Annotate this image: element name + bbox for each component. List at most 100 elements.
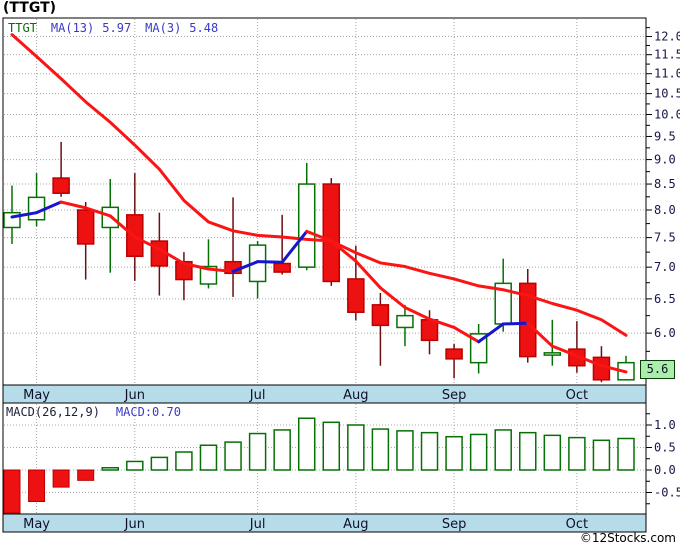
candle-body	[27, 196, 46, 221]
candle-body	[297, 183, 316, 268]
month-label: Jul	[249, 388, 266, 403]
copyright-text: ©12Stocks.com	[579, 531, 676, 545]
month-label: Jun	[124, 517, 145, 532]
macd-bar	[469, 433, 488, 471]
ma3-segment	[59, 200, 88, 210]
candle-body	[76, 209, 95, 245]
ma3-segment	[133, 235, 161, 251]
legend-ma13-label: MA(13)	[50, 21, 95, 35]
page-title: (TTGT)	[3, 0, 57, 16]
candle-body	[543, 352, 562, 356]
macd-bar	[248, 432, 267, 471]
y-axis-label: 6.5	[654, 292, 676, 306]
last-price-badge: 5.6	[640, 360, 675, 379]
macd-value: MACD:0.70	[115, 405, 181, 419]
macd-bar	[420, 431, 439, 471]
macd-bar	[494, 429, 512, 471]
month-label: May	[23, 388, 50, 403]
month-label: Jun	[124, 388, 145, 403]
ma3-segment	[501, 321, 530, 326]
legend-ma3-label: MA(3)	[145, 21, 182, 35]
candle-body	[322, 183, 341, 283]
macd-bar	[371, 428, 390, 471]
macd-bar	[52, 469, 70, 488]
y-axis-label: 12.0	[654, 29, 680, 43]
macd-bar	[101, 467, 119, 471]
month-label: May	[23, 517, 50, 532]
ma3-segment	[84, 206, 112, 218]
y-axis-label: 10.5	[654, 87, 680, 101]
ma3-segment	[157, 247, 186, 265]
ma3-segment	[10, 211, 39, 219]
month-band-bottom	[2, 513, 647, 533]
macd-bar	[297, 417, 316, 471]
ma13-line	[10, 33, 628, 337]
ma3-segment	[108, 214, 137, 239]
candle-body	[273, 262, 291, 273]
macd-label: MACD(26,12,9)	[6, 405, 100, 419]
macd-bar	[396, 430, 414, 471]
candle-body	[519, 282, 537, 358]
candle-body	[175, 260, 193, 281]
month-band-top	[2, 384, 647, 404]
ma3-segment	[378, 286, 407, 310]
macd-bar	[224, 441, 242, 471]
macd-bar	[175, 451, 193, 471]
ma3-segment	[550, 344, 579, 358]
macd-bar	[519, 431, 537, 471]
ma3-segment	[575, 354, 603, 368]
price-legend: TTGT MA(13) 5.97 MA(3) 5.48	[8, 21, 218, 35]
price-plot-frame	[2, 17, 647, 386]
candle-body	[371, 304, 390, 327]
month-label: Sep	[442, 388, 467, 403]
legend-ma13-value: 5.97	[102, 21, 132, 35]
month-label: Oct	[566, 388, 588, 403]
candle-body	[420, 319, 439, 342]
macd-bar	[150, 456, 169, 471]
y-axis-label: 11.0	[654, 67, 680, 81]
month-label: Jul	[249, 517, 266, 532]
ma3-segment	[329, 239, 358, 263]
ma3-segment	[305, 229, 333, 243]
ma3-segment	[477, 322, 505, 344]
y-axis-label: 7.0	[654, 260, 676, 274]
macd-axis-label: 0.0	[654, 463, 676, 477]
candle-body	[445, 348, 463, 360]
ma3-segment	[403, 306, 432, 321]
y-axis-label: 7.5	[654, 231, 676, 245]
ma3-segment	[35, 200, 63, 215]
month-label: Aug	[343, 517, 368, 532]
ma3-segment	[256, 260, 284, 264]
legend-symbol: TTGT	[8, 21, 37, 35]
y-axis-label: 9.0	[654, 153, 676, 167]
y-axis-label: 8.5	[654, 177, 676, 191]
macd-axis-label: -0.5	[654, 486, 680, 500]
legend-ma3-value: 5.48	[189, 21, 219, 35]
ma3-segment	[280, 229, 309, 264]
macd-legend: MACD(26,12,9) MACD:0.70	[6, 405, 181, 419]
y-axis-label: 6.0	[654, 326, 676, 340]
ma3-segment	[526, 321, 554, 348]
ma3-segment	[206, 267, 235, 273]
macd-axis-label: 1.0	[654, 418, 676, 432]
candle-body	[199, 265, 218, 285]
ma3-segment	[428, 317, 456, 329]
ma3-segment	[231, 260, 260, 273]
macd-bar	[617, 437, 635, 471]
y-axis-label: 10.0	[654, 107, 680, 121]
candle-body	[396, 314, 414, 329]
macd-bar	[347, 424, 365, 471]
macd-bar	[322, 421, 341, 471]
macd-bar	[3, 469, 21, 514]
ma3-segment	[599, 364, 628, 374]
macd-bar	[273, 429, 291, 471]
month-label: Oct	[566, 517, 588, 532]
macd-axis-label: 0.5	[654, 441, 676, 455]
y-axis-label: 8.0	[654, 203, 676, 217]
macd-bar	[543, 434, 562, 471]
month-label: Sep	[442, 517, 467, 532]
ma3-segment	[182, 261, 210, 271]
candle-body	[52, 177, 70, 194]
